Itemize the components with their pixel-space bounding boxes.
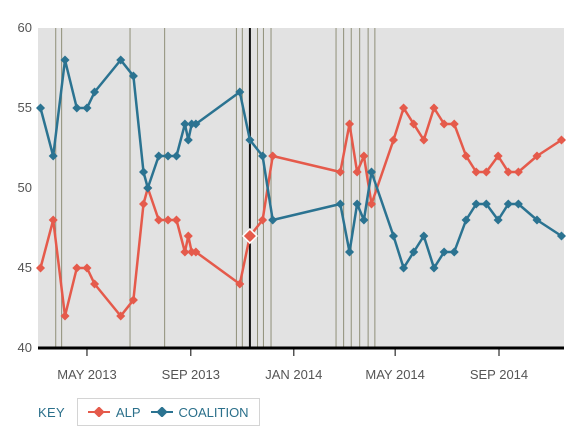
y-axis: 40 45 50 55 60 <box>18 20 32 355</box>
x-tick-label-1: SEP 2013 <box>162 367 220 382</box>
point-alp-16 <box>191 247 201 257</box>
point-coalition-2 <box>60 55 70 65</box>
point-coalition-7 <box>128 71 138 81</box>
point-coalition-8 <box>139 167 149 177</box>
y-tick-label-60: 60 <box>18 20 32 35</box>
alp-swatch-icon <box>87 407 110 417</box>
point-alp-5 <box>90 279 100 289</box>
x-tick-label-2: JAN 2014 <box>265 367 322 382</box>
y-tick-label-55: 55 <box>18 100 32 115</box>
point-coalition-27 <box>399 263 409 273</box>
point-coalition-28 <box>409 247 419 257</box>
x-tick-label-0: MAY 2013 <box>57 367 117 382</box>
point-alp-40 <box>556 135 567 145</box>
point-coalition-39 <box>532 215 542 225</box>
x-tick-label-3: MAY 2014 <box>365 367 425 382</box>
point-alp-32 <box>449 119 459 129</box>
y-tick-label-50: 50 <box>18 180 32 195</box>
x-axis: MAY 2013 SEP 2013 JAN 2014 MAY 2014 SEP 2014 <box>38 346 564 382</box>
point-coalition-4 <box>82 103 92 113</box>
point-alp-26 <box>388 135 398 145</box>
point-coalition-17 <box>235 87 245 97</box>
point-coalition-19 <box>258 151 268 161</box>
point-coalition-0 <box>35 103 46 113</box>
highlight-point-alp <box>241 227 259 245</box>
point-alp-28 <box>409 119 419 129</box>
point-alp-1 <box>48 215 58 225</box>
point-coalition-6 <box>116 55 126 65</box>
point-coalition-1 <box>48 151 58 161</box>
point-coalition-40 <box>556 231 567 241</box>
point-alp-23 <box>352 167 362 177</box>
point-coalition-34 <box>471 199 481 209</box>
plot-area <box>38 28 564 348</box>
legend-label-coalition: COALITION <box>178 404 249 420</box>
point-coalition-32 <box>449 247 459 257</box>
legend-label-alp: ALP <box>115 404 141 420</box>
legend-box: ALP COALITION <box>76 398 260 426</box>
legend-key-label: KEY <box>38 404 65 420</box>
point-coalition-18 <box>245 135 255 145</box>
point-coalition-26 <box>388 231 398 241</box>
y-tick-label-45: 45 <box>18 260 32 275</box>
point-alp-8 <box>139 199 149 209</box>
x-tick-label-4: SEP 2014 <box>470 367 528 382</box>
legend-item-coalition[interactable]: COALITION <box>150 404 249 420</box>
point-coalition-3 <box>72 103 82 113</box>
coalition-swatch-icon <box>150 407 173 417</box>
point-coalition-23 <box>352 199 362 209</box>
point-coalition-5 <box>90 87 100 97</box>
point-coalition-25 <box>366 167 377 177</box>
y-tick-label-40: 40 <box>18 340 32 355</box>
point-coalition-16 <box>191 119 201 129</box>
point-alp-25 <box>366 199 377 209</box>
point-alp-19 <box>258 215 268 225</box>
point-alp-39 <box>532 151 542 161</box>
legend: KEY ALP COALITION <box>38 397 260 427</box>
point-alp-34 <box>471 167 481 177</box>
legend-item-alp[interactable]: ALP <box>87 404 141 420</box>
